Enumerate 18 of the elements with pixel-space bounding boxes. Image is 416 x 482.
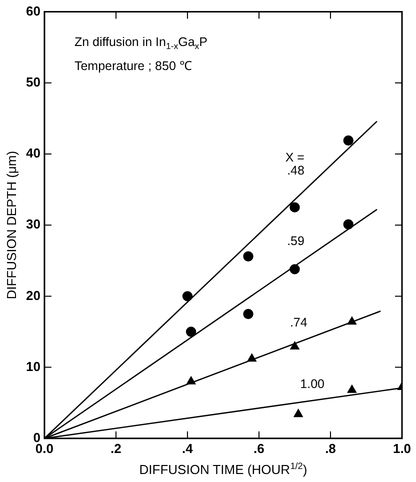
x-tick-label: .2 — [110, 440, 122, 456]
series-label: .74 — [290, 316, 308, 330]
x-tick-label: 1.0 — [392, 440, 412, 456]
series-label: 1.00 — [300, 377, 325, 392]
y-tick-label: 0 — [33, 430, 40, 445]
x-tick-label: .4 — [182, 440, 194, 456]
x-tick-label: .8 — [325, 440, 336, 456]
y-axis-title: DIFFUSION DEPTH (μm) — [4, 150, 19, 300]
y-tick-label: 50 — [26, 74, 40, 90]
y-tick-label: 40 — [26, 146, 40, 161]
annotation: Temperature ; 850 ℃ — [74, 58, 192, 73]
series-label: X = .48 — [285, 150, 305, 178]
y-tick-label: 20 — [26, 288, 40, 303]
y-tick-label: 60 — [26, 3, 40, 18]
y-tick-label: 30 — [26, 216, 40, 232]
series-label: .59 — [287, 234, 305, 248]
x-tick-label: .6 — [254, 440, 264, 456]
y-tick-label: 10 — [26, 358, 40, 374]
